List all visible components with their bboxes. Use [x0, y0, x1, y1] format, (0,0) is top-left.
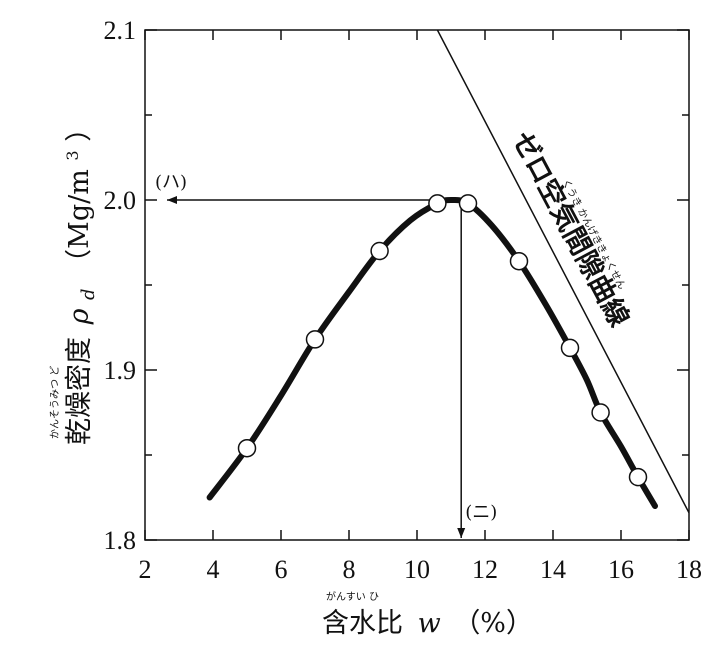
x-axis-unit: （%） [453, 608, 533, 639]
zero-air-void-label: ゼロ空気間隙曲線 [506, 126, 636, 332]
data-point-0 [237, 438, 257, 458]
data-point-1 [305, 330, 325, 349]
data-point-4 [458, 194, 478, 213]
data-point-3 [428, 194, 447, 213]
zero-air-void-label-group: くうき かんげききょくせん ゼロ空気間隙曲線 [506, 126, 636, 332]
y-axis-unit-close: ） [64, 115, 95, 142]
y-axis-title: 乾燥密度 ρ d （Mg/m 3 ） [54, 115, 101, 445]
x-tick-label-14: 14 [540, 555, 566, 584]
zero-air-void-line [436, 30, 689, 514]
data-point-8 [628, 467, 648, 487]
x-tick-label-12: 12 [472, 555, 498, 584]
x-tick-label-18: 18 [676, 555, 702, 584]
x-tick-label-16: 16 [608, 555, 634, 584]
axis-ticks [144, 29, 690, 541]
data-point-7 [591, 403, 610, 422]
x-axis-symbol: w [418, 608, 441, 639]
x-axis-title: 含水比 w （%） [322, 608, 533, 639]
y-axis-title-group: かんそうみつ ど 乾燥密度 ρ d （Mg/m 3 ） [49, 115, 101, 445]
y-axis-ruby: かんそうみつ ど [49, 366, 61, 439]
y-axis-subscript: d [78, 288, 99, 300]
y-axis-title-main: 乾燥密度 [64, 337, 95, 445]
x-tick-label-8: 8 [343, 555, 356, 584]
x-tick-label-6: 6 [275, 555, 288, 584]
data-point-5 [509, 251, 529, 271]
data-point-6 [560, 338, 580, 358]
data-markers [237, 194, 648, 487]
x-tick-label-4: 4 [207, 555, 220, 584]
x-tick-label-2: 2 [139, 555, 152, 584]
axis-tick-labels: 2 4 6 8 10 12 14 16 18 1.8 1.9 2.0 2.1 [104, 16, 703, 584]
y-axis-symbol: ρ [64, 308, 95, 325]
y-axis-unit-open: （Mg/m [64, 169, 95, 276]
data-point-2 [370, 241, 389, 261]
x-axis-title-main: 含水比 [322, 608, 403, 639]
x-tick-label-10: 10 [404, 555, 430, 584]
y-tick-label-2.0: 2.0 [104, 186, 137, 215]
max-dry-density-label: (ハ) [155, 172, 187, 193]
optimum-water-content-label: (ニ) [465, 502, 497, 523]
y-tick-label-2.1: 2.1 [104, 16, 137, 45]
y-tick-label-1.8: 1.8 [104, 526, 137, 555]
x-axis-ruby: がんすい ひ [326, 590, 379, 603]
y-tick-label-1.9: 1.9 [104, 356, 137, 385]
y-axis-unit-sup: 3 [63, 150, 82, 160]
